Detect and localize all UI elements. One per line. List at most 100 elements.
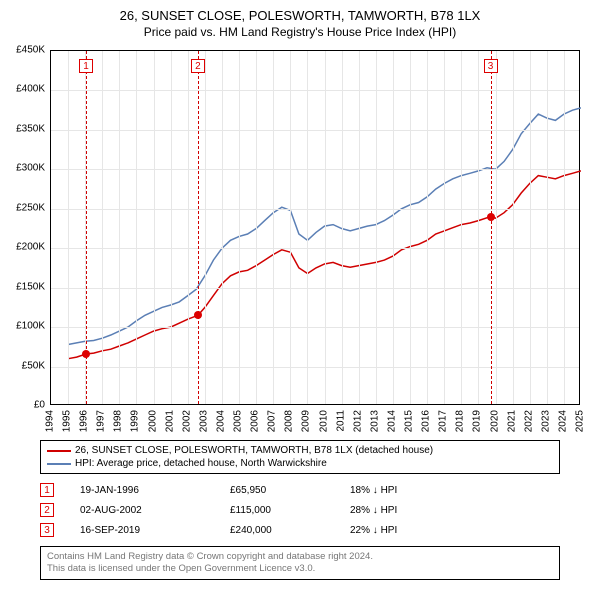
plot-area: 1 2 3 — [50, 50, 580, 405]
x-tick-label: 2014 — [386, 410, 397, 432]
page: 26, SUNSET CLOSE, POLESWORTH, TAMWORTH, … — [0, 0, 600, 590]
gridline-v — [547, 51, 548, 404]
x-tick-label: 2009 — [301, 410, 312, 432]
legend-label: HPI: Average price, detached house, Nort… — [75, 458, 553, 469]
event-marker-box: 3 — [484, 59, 498, 73]
x-tick-label: 1994 — [45, 410, 56, 432]
gridline-v — [273, 51, 274, 404]
footer-line2: This data is licensed under the Open Gov… — [47, 563, 553, 575]
x-tick-label: 2002 — [181, 410, 192, 432]
annotation-row: 316-SEP-2019£240,00022% ↓ HPI — [40, 520, 560, 540]
gridline-v — [342, 51, 343, 404]
x-tick-label: 1995 — [62, 410, 73, 432]
x-tick-label: 2018 — [455, 410, 466, 432]
gridline-v — [478, 51, 479, 404]
y-tick-label: £50K — [22, 360, 45, 371]
y-tick-label: £400K — [16, 84, 45, 95]
gridline-v — [376, 51, 377, 404]
x-tick-label: 1996 — [79, 410, 90, 432]
x-tick-label: 2015 — [404, 410, 415, 432]
gridline-v — [68, 51, 69, 404]
annotation-delta: 28% ↓ HPI — [350, 505, 560, 516]
gridline-v — [530, 51, 531, 404]
x-tick-label: 2011 — [335, 410, 346, 432]
gridline-h — [51, 90, 579, 91]
event-marker-line — [198, 51, 199, 404]
gridline-h — [51, 248, 579, 249]
gridline-v — [564, 51, 565, 404]
x-tick-label: 2021 — [506, 410, 517, 432]
y-tick-label: £450K — [16, 45, 45, 56]
annotation-price: £65,950 — [230, 485, 350, 496]
footer: Contains HM Land Registry data © Crown c… — [40, 546, 560, 580]
gridline-v — [427, 51, 428, 404]
annotation-delta: 18% ↓ HPI — [350, 485, 560, 496]
line-series — [51, 51, 581, 406]
gridline-h — [51, 288, 579, 289]
gridline-h — [51, 130, 579, 131]
legend-swatch — [47, 463, 71, 465]
x-tick-label: 2007 — [267, 410, 278, 432]
legend: 26, SUNSET CLOSE, POLESWORTH, TAMWORTH, … — [40, 440, 560, 474]
gridline-v — [154, 51, 155, 404]
x-tick-label: 2024 — [557, 410, 568, 432]
title-block: 26, SUNSET CLOSE, POLESWORTH, TAMWORTH, … — [0, 0, 600, 43]
gridline-v — [205, 51, 206, 404]
y-tick-label: £100K — [16, 321, 45, 332]
annotation-date: 19-JAN-1996 — [80, 485, 230, 496]
gridline-v — [307, 51, 308, 404]
gridline-v — [171, 51, 172, 404]
legend-label: 26, SUNSET CLOSE, POLESWORTH, TAMWORTH, … — [75, 445, 553, 456]
y-tick-label: £350K — [16, 123, 45, 134]
event-marker-dot — [487, 213, 495, 221]
event-marker-dot — [194, 311, 202, 319]
gridline-h — [51, 327, 579, 328]
gridline-v — [102, 51, 103, 404]
x-tick-label: 2010 — [318, 410, 329, 432]
annotation-date: 02-AUG-2002 — [80, 505, 230, 516]
gridline-v — [393, 51, 394, 404]
title-address: 26, SUNSET CLOSE, POLESWORTH, TAMWORTH, … — [10, 8, 590, 23]
gridline-h — [51, 169, 579, 170]
gridline-v — [119, 51, 120, 404]
annotation-price: £115,000 — [230, 505, 350, 516]
x-tick-label: 2006 — [250, 410, 261, 432]
event-marker-box: 1 — [79, 59, 93, 73]
y-tick-label: £200K — [16, 242, 45, 253]
gridline-v — [222, 51, 223, 404]
gridline-v — [496, 51, 497, 404]
x-tick-label: 2003 — [198, 410, 209, 432]
y-tick-label: £0 — [34, 400, 45, 411]
y-tick-label: £300K — [16, 163, 45, 174]
x-tick-label: 2019 — [472, 410, 483, 432]
annotation-num: 2 — [40, 503, 54, 517]
gridline-v — [290, 51, 291, 404]
gridline-v — [461, 51, 462, 404]
annotation-num: 1 — [40, 483, 54, 497]
legend-swatch — [47, 450, 71, 452]
annotation-row: 1 19-JAN-1996£65,95018% ↓ HPI — [40, 480, 560, 500]
x-tick-label: 2000 — [147, 410, 158, 432]
gridline-v — [513, 51, 514, 404]
gridline-v — [188, 51, 189, 404]
x-tick-label: 2001 — [164, 410, 175, 432]
gridline-v — [256, 51, 257, 404]
gridline-h — [51, 367, 579, 368]
gridline-v — [325, 51, 326, 404]
x-tick-label: 2023 — [540, 410, 551, 432]
y-tick-label: £250K — [16, 202, 45, 213]
annotation-price: £240,000 — [230, 525, 350, 536]
annotation-date: 16-SEP-2019 — [80, 525, 230, 536]
title-subtitle: Price paid vs. HM Land Registry's House … — [10, 25, 590, 39]
event-marker-line — [491, 51, 492, 404]
footer-line1: Contains HM Land Registry data © Crown c… — [47, 551, 553, 563]
x-tick-label: 2005 — [233, 410, 244, 432]
x-tick-label: 1997 — [96, 410, 107, 432]
chart: 123 £0£50K£100K£150K£200K£250K£300K£350K… — [50, 50, 580, 405]
x-tick-label: 2008 — [284, 410, 295, 432]
gridline-h — [51, 209, 579, 210]
annotation-table: 1 19-JAN-1996£65,95018% ↓ HPI 2 02-AUG-2002… — [40, 480, 560, 540]
x-tick-label: 2022 — [523, 410, 534, 432]
x-tick-label: 1999 — [130, 410, 141, 432]
event-marker-box: 2 — [191, 59, 205, 73]
